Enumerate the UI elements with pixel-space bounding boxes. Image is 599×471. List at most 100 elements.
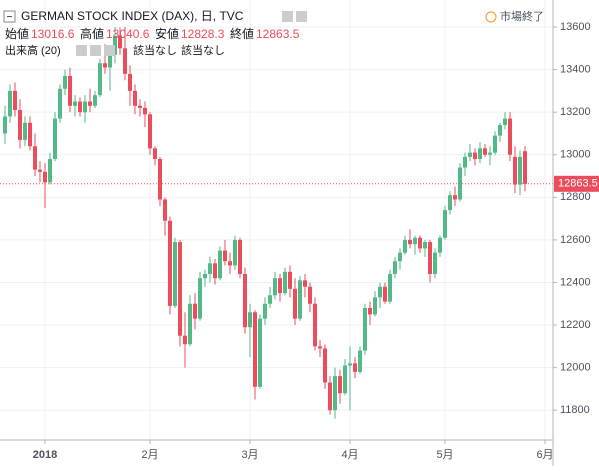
last-price-label: 12863.5	[558, 178, 598, 190]
y-tick-label: 12800	[560, 191, 591, 203]
volume-label: 出来高 (20)	[5, 43, 61, 57]
candle-body	[298, 280, 302, 319]
candle-body	[443, 210, 447, 238]
candle-body	[438, 237, 442, 253]
candle-body	[513, 156, 517, 185]
candle-body	[58, 88, 62, 119]
candle-body	[378, 286, 382, 298]
chart-title: GERMAN STOCK INDEX (DAX), 日, TVC	[21, 9, 244, 23]
candle-body	[128, 73, 132, 91]
candle-body	[278, 278, 282, 294]
candle-body	[328, 382, 332, 411]
candle-body	[468, 152, 472, 157]
settings-button[interactable]	[296, 11, 307, 22]
y-tick-label: 12000	[560, 362, 591, 374]
x-tick-label: 4月	[341, 449, 358, 461]
candle-body	[493, 135, 497, 153]
candle-body	[373, 297, 377, 315]
candle-body	[13, 90, 17, 111]
candle-body	[508, 118, 512, 155]
settings-button[interactable]	[76, 45, 87, 56]
candle-body	[68, 75, 72, 106]
candle-body	[138, 105, 142, 108]
candle-body	[53, 118, 57, 160]
candle-body	[423, 242, 427, 249]
candle-body	[183, 335, 187, 345]
candle-body	[123, 48, 127, 74]
candle-body	[38, 169, 42, 172]
candle-body	[518, 156, 522, 185]
candle-body	[93, 95, 97, 106]
candle-body	[258, 318, 262, 387]
x-tick-label: 2018	[33, 449, 57, 461]
x-tick-label: 2月	[141, 449, 158, 461]
candle-body	[18, 110, 22, 140]
y-tick-label: 13000	[560, 149, 591, 161]
settings-button[interactable]	[282, 11, 293, 22]
candle-body	[83, 101, 87, 113]
y-tick-label: 13200	[560, 106, 591, 118]
candle-body	[118, 35, 122, 49]
candle-body	[303, 280, 307, 287]
candle-body	[353, 363, 357, 372]
candle-body	[473, 152, 477, 160]
candle-body	[208, 263, 212, 274]
volume-value: 該当なし	[181, 43, 225, 57]
y-tick-label: 12600	[560, 234, 591, 246]
candle-body	[28, 122, 32, 147]
market-status: 市場終了	[500, 9, 544, 23]
candle-body	[133, 90, 137, 106]
ohlc-value: 12863.5	[256, 27, 300, 41]
candle-body	[273, 278, 277, 296]
candle-body	[158, 159, 162, 200]
ohlc-label: 安値	[155, 26, 179, 41]
candle-body	[433, 252, 437, 274]
x-tick-label: 6月	[536, 449, 553, 461]
candle-body	[143, 107, 147, 115]
x-tick-label: 5月	[436, 449, 453, 461]
candle-body	[418, 237, 422, 249]
candle-body	[393, 261, 397, 274]
candle-body	[428, 242, 432, 274]
candle-body	[323, 348, 327, 383]
plot	[0, 0, 553, 440]
candle-body	[148, 114, 152, 149]
candle-body	[238, 239, 242, 274]
settings-button[interactable]	[104, 45, 115, 56]
candle-body	[363, 308, 367, 351]
y-tick-label: 13600	[560, 21, 591, 33]
candle-body	[193, 303, 197, 319]
ohlc-label: 終値	[230, 26, 254, 41]
candle-body	[233, 239, 237, 266]
candle-body	[498, 124, 502, 136]
candle-body	[253, 312, 257, 387]
candle-body	[488, 152, 492, 155]
y-tick-label: 13400	[560, 64, 591, 76]
candle-body	[343, 365, 347, 394]
candle-body	[33, 146, 37, 170]
y-tick-label: 12400	[560, 276, 591, 288]
candle-body	[73, 101, 77, 106]
candle-body	[403, 239, 407, 253]
candle-body	[48, 159, 52, 183]
settings-button[interactable]	[90, 45, 101, 56]
candle-body	[333, 376, 337, 411]
candle-body	[293, 288, 297, 319]
candle-body	[98, 63, 102, 96]
candle-body	[313, 303, 317, 347]
status-icon	[485, 11, 497, 23]
candle-body	[168, 220, 172, 306]
candle-body	[368, 308, 372, 315]
candle-body	[218, 250, 222, 279]
candle-body	[213, 263, 217, 279]
candle-body	[223, 250, 227, 262]
ohlc-label: 始値	[5, 26, 29, 41]
candle-body	[243, 273, 247, 328]
candle-body	[228, 261, 232, 266]
candle-body	[413, 237, 417, 245]
candle-body	[483, 148, 487, 155]
candle-body	[318, 346, 322, 349]
candle-body	[268, 295, 272, 304]
candle-body	[103, 63, 107, 68]
